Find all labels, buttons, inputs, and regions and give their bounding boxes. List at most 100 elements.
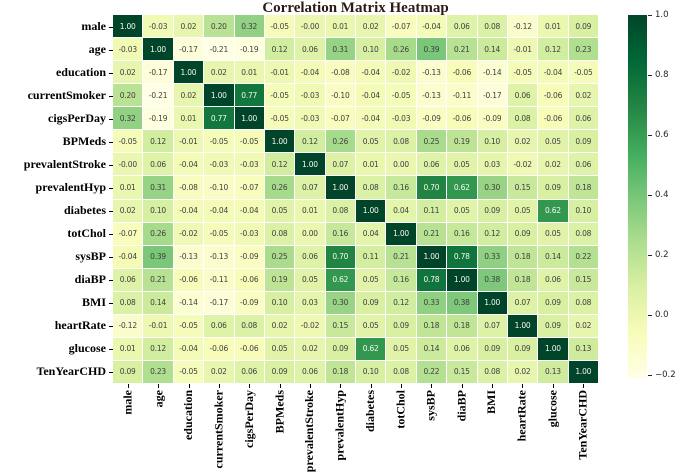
y-tick-mark xyxy=(109,26,113,28)
heatmap-cell: 0.08 xyxy=(264,222,295,245)
heatmap-cell: 0.15 xyxy=(325,314,355,337)
cell-value: -0.05 xyxy=(270,113,289,123)
y-tick-label: male xyxy=(81,19,106,33)
cell-value: 0.05 xyxy=(362,275,379,285)
cell-value: 0.21 xyxy=(393,252,410,262)
heatmap-cell: -0.04 xyxy=(173,199,204,222)
heatmap-cell: -0.03 xyxy=(386,107,416,130)
cell-value: -0.07 xyxy=(331,113,350,123)
heatmap-cell: 0.16 xyxy=(325,222,355,245)
cell-value: 0.20 xyxy=(119,90,136,100)
heatmap-cell: -0.03 xyxy=(295,84,325,107)
heatmap-cell: 0.09 xyxy=(113,360,143,383)
x-tick-label: BPMeds xyxy=(272,390,287,434)
cell-value: 0.32 xyxy=(119,113,136,123)
heatmap-cell: 0.07 xyxy=(507,291,538,314)
y-tick-mark xyxy=(109,187,113,189)
heatmap-cell: -0.00 xyxy=(113,153,143,176)
heatmap-cell: -0.03 xyxy=(234,222,264,245)
cell-value: -0.12 xyxy=(513,21,532,31)
heatmap-cell: 0.70 xyxy=(416,176,447,199)
heatmap-cell: -0.17 xyxy=(143,61,173,84)
heatmap-cell: 0.05 xyxy=(356,314,386,337)
cell-value: 0.05 xyxy=(453,206,470,216)
heatmap-cell: 0.04 xyxy=(386,199,416,222)
x-tick-mark xyxy=(310,384,312,388)
cell-value: 0.11 xyxy=(362,252,379,262)
heatmap-cell: 0.09 xyxy=(568,130,598,153)
cell-value: 0.08 xyxy=(575,229,592,239)
heatmap-cell: 0.03 xyxy=(295,291,325,314)
heatmap-cell: -0.03 xyxy=(113,38,143,61)
cell-value: -0.02 xyxy=(179,229,198,239)
heatmap-cell: -0.04 xyxy=(295,61,325,84)
cell-value: 1.00 xyxy=(241,113,258,123)
cell-value: 1.00 xyxy=(271,136,288,146)
cell-value: 0.22 xyxy=(423,367,440,377)
heatmap-cell: -0.06 xyxy=(447,107,477,130)
heatmap-cell: 1.00 xyxy=(386,222,416,245)
heatmap-cell: -0.04 xyxy=(173,337,204,360)
cell-value: -0.04 xyxy=(300,67,320,77)
cell-value: 0.04 xyxy=(393,206,410,216)
cell-value: -0.05 xyxy=(513,67,532,77)
heatmap-cell: 1.00 xyxy=(264,130,295,153)
cell-value: -0.17 xyxy=(179,44,198,54)
cell-value: 0.00 xyxy=(301,229,318,239)
cell-value: 0.05 xyxy=(362,136,379,146)
x-tick-label: prevalentHyp xyxy=(332,390,347,461)
heatmap-cell: 0.23 xyxy=(143,360,173,383)
cell-value: -0.19 xyxy=(148,113,168,123)
cell-value: 0.05 xyxy=(271,344,288,354)
cell-value: -0.02 xyxy=(391,67,411,77)
cell-value: 0.02 xyxy=(575,90,592,100)
heatmap-cell: 0.06 xyxy=(143,153,173,176)
cell-value: 0.06 xyxy=(301,44,318,54)
heatmap-cell: 0.14 xyxy=(143,291,173,314)
cell-value: -0.08 xyxy=(331,67,350,77)
cell-value: 0.08 xyxy=(119,298,136,308)
heatmap-cell: 0.16 xyxy=(386,268,416,291)
cell-value: 0.01 xyxy=(180,113,197,123)
heatmap-cell: 0.32 xyxy=(234,15,264,38)
cell-value: -0.04 xyxy=(239,206,259,216)
cell-value: -0.03 xyxy=(300,90,320,100)
heatmap-cell: 0.23 xyxy=(568,38,598,61)
heatmap-cell: 0.02 xyxy=(295,337,325,360)
cell-value: 0.62 xyxy=(453,182,470,192)
cell-value: 0.18 xyxy=(514,275,531,285)
heatmap-cell: -0.04 xyxy=(356,84,386,107)
heatmap-cell: -0.04 xyxy=(234,199,264,222)
heatmap-cell: 0.06 xyxy=(538,268,568,291)
cell-value: 0.18 xyxy=(514,252,531,262)
heatmap-cell: 0.11 xyxy=(416,199,447,222)
heatmap-cell: -0.04 xyxy=(416,15,447,38)
heatmap-cell: -0.01 xyxy=(173,130,204,153)
cell-value: 0.06 xyxy=(544,275,561,285)
heatmap-cell: 0.06 xyxy=(295,360,325,383)
y-tick-mark xyxy=(109,164,113,166)
heatmap-cell: -0.09 xyxy=(477,107,507,130)
heatmap-cell: 0.06 xyxy=(416,153,447,176)
cell-value: 0.02 xyxy=(119,206,136,216)
heatmap-cell: -0.13 xyxy=(204,245,234,268)
cell-value: -0.07 xyxy=(118,229,137,239)
cell-value: -0.09 xyxy=(482,113,502,123)
y-tick-mark xyxy=(109,233,113,235)
heatmap-cell: 0.10 xyxy=(356,360,386,383)
cell-value: 0.06 xyxy=(241,367,258,377)
heatmap-cell: -0.04 xyxy=(356,107,386,130)
cell-value: 0.08 xyxy=(241,321,258,331)
cell-value: 0.26 xyxy=(271,182,288,192)
cell-value: 0.03 xyxy=(484,159,501,169)
cell-value: 0.02 xyxy=(180,90,197,100)
cell-value: 0.26 xyxy=(332,136,349,146)
y-tick-mark xyxy=(109,141,113,143)
heatmap-cell: -0.03 xyxy=(295,107,325,130)
cell-value: 0.62 xyxy=(544,206,561,216)
cell-value: -0.05 xyxy=(209,136,229,146)
cell-value: -0.01 xyxy=(270,67,289,77)
cell-value: 0.05 xyxy=(544,136,561,146)
cell-value: 0.01 xyxy=(544,21,561,31)
heatmap-cell: -0.06 xyxy=(447,61,477,84)
